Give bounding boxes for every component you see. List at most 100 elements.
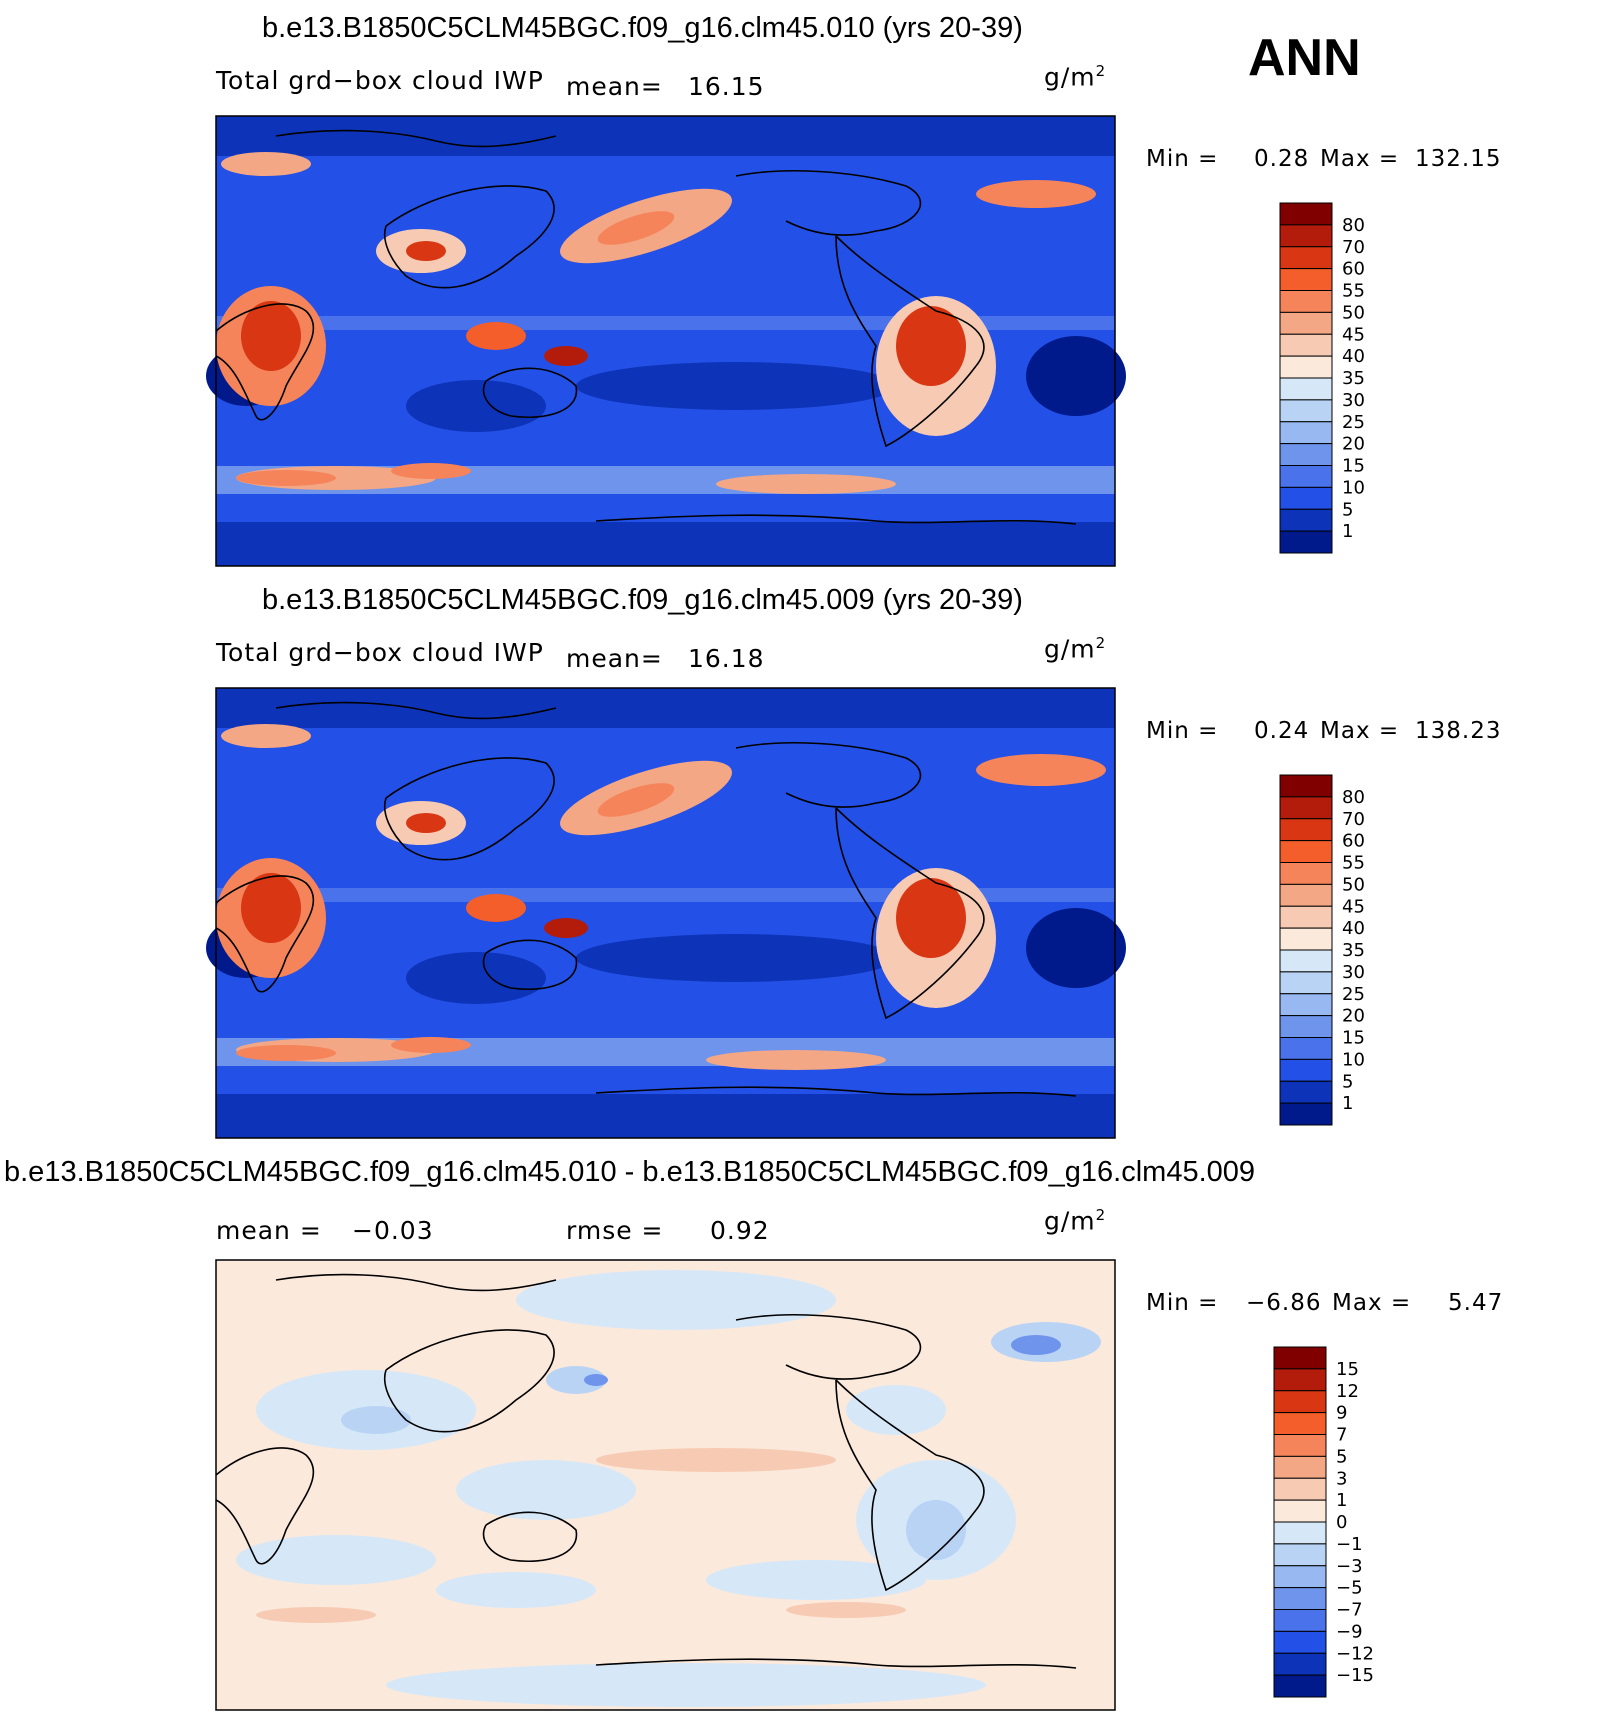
colorbar-label: 25 bbox=[1342, 412, 1365, 433]
panel1-map bbox=[206, 115, 1126, 567]
colorbar-swatch bbox=[1273, 1412, 1327, 1435]
panel2-title: b.e13.B1850C5CLM45BGC.f09_g16.clm45.009 … bbox=[262, 584, 1023, 616]
panel1-mean-label: mean= bbox=[566, 72, 663, 101]
colorbar-swatch bbox=[1279, 421, 1333, 445]
colorbar-label: 12 bbox=[1336, 1381, 1359, 1402]
colorbar-swatch bbox=[1273, 1630, 1327, 1654]
colorbar-swatch bbox=[1279, 202, 1333, 226]
colorbar-swatch bbox=[1279, 883, 1333, 907]
colorbar-label: 0 bbox=[1336, 1512, 1347, 1533]
colorbar-swatch bbox=[1279, 530, 1333, 554]
colorbar-label: 20 bbox=[1342, 1006, 1365, 1027]
colorbar-label: 1 bbox=[1336, 1490, 1347, 1511]
colorbar-swatch bbox=[1279, 377, 1333, 401]
colorbar-swatch bbox=[1279, 486, 1333, 510]
colorbar-swatch bbox=[1273, 1674, 1327, 1698]
colorbar-label: 80 bbox=[1342, 215, 1365, 236]
panel3-max-label: Max = bbox=[1332, 1290, 1412, 1316]
colorbar-swatch bbox=[1279, 246, 1333, 270]
colorbar-swatch bbox=[1279, 355, 1333, 379]
panel1-max-value: 132.15 bbox=[1415, 146, 1502, 172]
colorbar-swatch bbox=[1273, 1565, 1327, 1589]
colorbar-label: 7 bbox=[1336, 1425, 1347, 1446]
panel3-min-label: Min = bbox=[1146, 1290, 1219, 1316]
colorbar-label: 10 bbox=[1342, 1049, 1365, 1070]
colorbar-label: 70 bbox=[1342, 809, 1365, 830]
panel3-title: b.e13.B1850C5CLM45BGC.f09_g16.clm45.010 … bbox=[4, 1156, 1256, 1188]
colorbar-swatch bbox=[1279, 443, 1333, 466]
colorbar-swatch bbox=[1279, 268, 1333, 291]
colorbar-swatch bbox=[1273, 1455, 1327, 1479]
panel2-map bbox=[206, 687, 1126, 1139]
colorbar-label: −12 bbox=[1336, 1643, 1374, 1664]
panel2-mean-label: mean= bbox=[566, 644, 663, 673]
colorbar-swatch bbox=[1279, 949, 1333, 973]
colorbar-swatch bbox=[1273, 1521, 1327, 1545]
colorbar-label: 55 bbox=[1342, 853, 1365, 874]
panel2-colorbar-swatches bbox=[1279, 774, 1333, 1126]
panel3-rmse-label: rmse = bbox=[566, 1216, 664, 1245]
panel3-rmse-value: 0.92 bbox=[710, 1216, 770, 1245]
colorbar-label: 50 bbox=[1342, 302, 1365, 323]
colorbar-label: 70 bbox=[1342, 237, 1365, 258]
colorbar-label: 25 bbox=[1342, 984, 1365, 1005]
panel3-max-value: 5.47 bbox=[1448, 1290, 1504, 1316]
colorbar-swatch bbox=[1273, 1499, 1327, 1523]
colorbar-label: −3 bbox=[1336, 1556, 1363, 1577]
panel3-min-value: −6.86 bbox=[1246, 1290, 1322, 1316]
colorbar-swatch bbox=[1279, 1080, 1333, 1104]
colorbar-label: −9 bbox=[1336, 1621, 1363, 1642]
colorbar-label: 35 bbox=[1342, 368, 1365, 389]
colorbar-swatch bbox=[1279, 290, 1333, 313]
colorbar-label: 5 bbox=[1342, 1071, 1353, 1092]
colorbar-swatch bbox=[1279, 862, 1333, 885]
panel1-min-value: 0.28 bbox=[1254, 146, 1310, 172]
colorbar-swatch bbox=[1273, 1434, 1327, 1457]
colorbar-swatch bbox=[1273, 1390, 1327, 1414]
colorbar-label: 45 bbox=[1342, 896, 1365, 917]
panel1-min-label: Min = bbox=[1146, 146, 1219, 172]
colorbar-label: −1 bbox=[1336, 1534, 1363, 1555]
colorbar-label: 35 bbox=[1342, 940, 1365, 961]
colorbar-swatch bbox=[1279, 1015, 1333, 1038]
colorbar-label: −15 bbox=[1336, 1665, 1374, 1686]
colorbar-swatch bbox=[1279, 1058, 1333, 1082]
colorbar-label: 5 bbox=[1336, 1446, 1347, 1467]
panel1-unit: g/m2 bbox=[1044, 62, 1107, 92]
colorbar-label: 55 bbox=[1342, 281, 1365, 302]
colorbar-swatch bbox=[1279, 224, 1333, 248]
panel1-colorbar-swatches bbox=[1279, 202, 1333, 554]
colorbar-swatch bbox=[1273, 1346, 1327, 1370]
colorbar-swatch bbox=[1279, 465, 1333, 488]
colorbar-label: 1 bbox=[1342, 521, 1353, 542]
colorbar-label: 3 bbox=[1336, 1468, 1347, 1489]
panel2-max-value: 138.23 bbox=[1415, 718, 1502, 744]
colorbar-label: −7 bbox=[1336, 1600, 1363, 1621]
colorbar-label: 5 bbox=[1342, 499, 1353, 520]
colorbar-swatch bbox=[1279, 818, 1333, 842]
colorbar-label: 40 bbox=[1342, 918, 1365, 939]
panel3-mean-label: mean = bbox=[216, 1216, 322, 1245]
panel3-unit: g/m2 bbox=[1044, 1206, 1107, 1236]
colorbar-swatch bbox=[1279, 311, 1333, 335]
colorbar-swatch bbox=[1279, 927, 1333, 951]
panel1-max-label: Max = bbox=[1320, 146, 1400, 172]
colorbar-label: 20 bbox=[1342, 434, 1365, 455]
colorbar-swatch bbox=[1279, 333, 1333, 357]
panel3-colorbar-swatches bbox=[1273, 1346, 1327, 1698]
colorbar-label: 15 bbox=[1336, 1359, 1359, 1380]
colorbar-label: −5 bbox=[1336, 1578, 1363, 1599]
colorbar-label: 30 bbox=[1342, 390, 1365, 411]
colorbar-label: 45 bbox=[1342, 324, 1365, 345]
colorbar-label: 9 bbox=[1336, 1403, 1347, 1424]
colorbar-swatch bbox=[1273, 1477, 1327, 1501]
panel1-title: b.e13.B1850C5CLM45BGC.f09_g16.clm45.010 … bbox=[262, 12, 1023, 44]
panel2-min-value: 0.24 bbox=[1254, 718, 1310, 744]
colorbar-label: 10 bbox=[1342, 477, 1365, 498]
colorbar-swatch bbox=[1273, 1543, 1327, 1567]
